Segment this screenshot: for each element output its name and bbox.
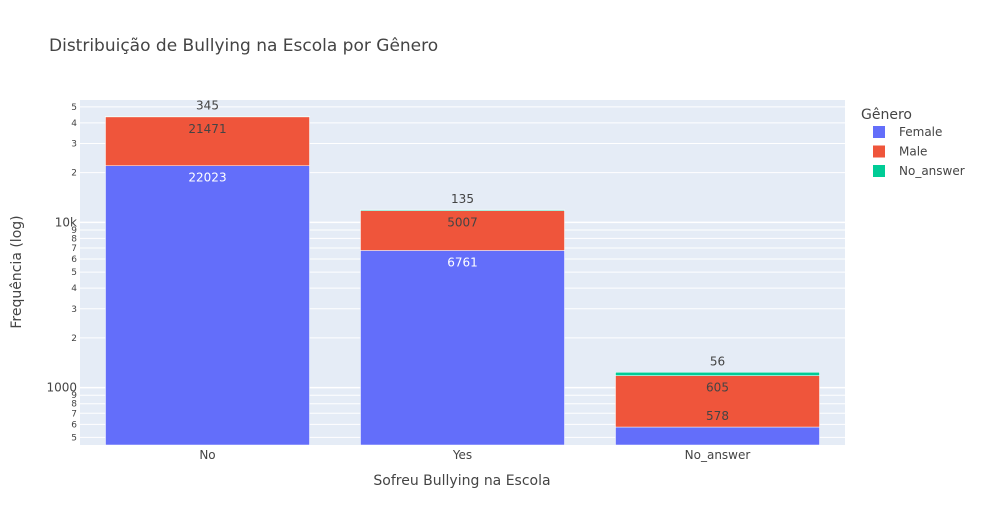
bar-value-label: 22023 — [188, 171, 226, 185]
bar-value-label: 21471 — [188, 122, 226, 136]
bar-value-label: 345 — [196, 98, 219, 112]
bar-value-label: 605 — [706, 381, 729, 395]
bar-male-yes — [360, 210, 565, 251]
y-minor-tick-label: 2 — [71, 334, 77, 344]
legend-item-label: Male — [899, 145, 927, 159]
legend-item-label: Female — [899, 125, 942, 139]
bar-female-no — [105, 165, 310, 446]
y-minor-tick-label: 9 — [71, 226, 77, 236]
bar-value-label: 5007 — [447, 216, 478, 230]
bar-value-label: 6761 — [447, 255, 478, 269]
y-major-tick-label: 10k — [55, 215, 77, 229]
y-major-tick-label: 1000 — [46, 381, 77, 395]
legend-title: Gênero — [861, 107, 912, 123]
bar-no_answer-no — [105, 116, 310, 118]
bar-no_answer-no_answer — [615, 372, 820, 376]
legend-swatch — [873, 145, 885, 158]
bar-value-label: 578 — [706, 409, 729, 423]
x-tick-label: No — [199, 448, 215, 462]
y-minor-tick-label: 7 — [71, 409, 77, 419]
y-minor-tick-label: 5 — [71, 268, 77, 278]
y-minor-tick-label: 5 — [71, 103, 77, 113]
x-tick-label: Yes — [452, 448, 472, 462]
legend-item-label: No_answer — [899, 164, 965, 178]
bar-no_answer-yes — [360, 209, 565, 211]
x-axis-title: Sofreu Bullying na Escola — [373, 473, 550, 489]
legend-swatch — [873, 165, 885, 177]
x-axis-ticks: No Yes No_answer — [199, 448, 750, 462]
y-minor-tick-label: 9 — [71, 391, 77, 401]
bar-value-label: 135 — [451, 192, 474, 206]
bar-value-label: 56 — [710, 354, 725, 368]
bar-female-no_answer — [615, 426, 820, 446]
bar-female-yes — [360, 250, 565, 446]
y-minor-tick-label: 8 — [71, 400, 77, 410]
y-axis-title: Frequência (log) — [9, 215, 25, 328]
y-minor-tick-label: 7 — [71, 244, 77, 254]
bar-labels: 22023 21471 345 6761 5007 135 578 605 56 — [188, 98, 729, 423]
bar-male-no_answer — [615, 375, 820, 428]
y-minor-tick-label: 6 — [71, 420, 77, 430]
bar-male-no — [105, 116, 310, 166]
legend: Gênero Female Male No_answer — [861, 107, 965, 178]
y-minor-tick-label: 3 — [71, 305, 77, 315]
y-minor-tick-label: 4 — [71, 284, 77, 294]
y-minor-tick-label: 8 — [71, 234, 77, 244]
x-tick-label: No_answer — [685, 448, 751, 462]
bars — [105, 116, 820, 446]
y-minor-tick-label: 2 — [71, 169, 77, 179]
chart-title: Distribuição de Bullying na Escola por G… — [49, 36, 438, 56]
y-minor-tick-label: 4 — [71, 119, 77, 129]
y-minor-tick-label: 5 — [71, 433, 77, 443]
y-minor-tick-label: 6 — [71, 255, 77, 265]
legend-swatch — [873, 126, 885, 138]
y-minor-tick-label: 3 — [71, 140, 77, 150]
